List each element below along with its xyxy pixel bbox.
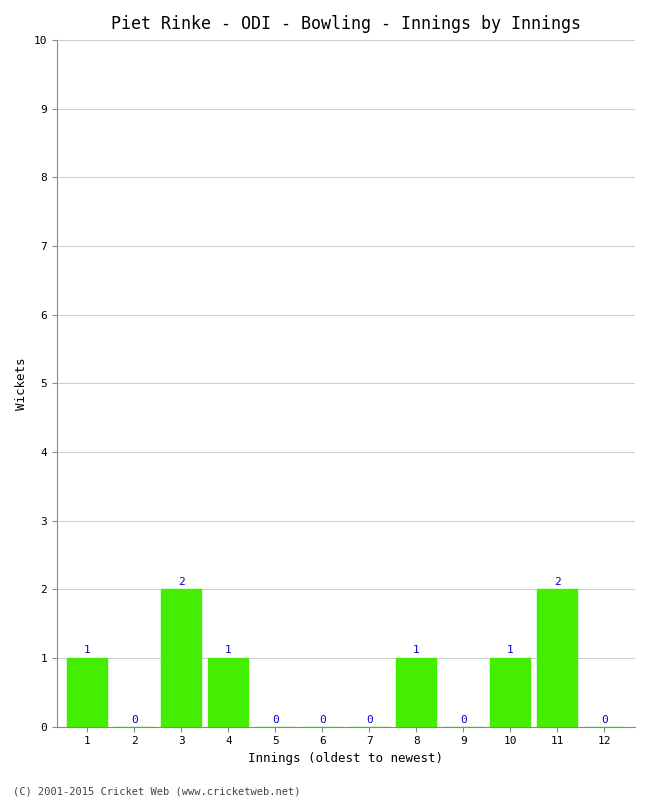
Text: 2: 2: [178, 577, 185, 586]
Text: 1: 1: [225, 646, 232, 655]
X-axis label: Innings (oldest to newest): Innings (oldest to newest): [248, 752, 443, 765]
Bar: [396, 658, 437, 726]
Y-axis label: Wickets: Wickets: [15, 357, 28, 410]
Title: Piet Rinke - ODI - Bowling - Innings by Innings: Piet Rinke - ODI - Bowling - Innings by …: [111, 15, 581, 33]
Bar: [208, 658, 249, 726]
Text: (C) 2001-2015 Cricket Web (www.cricketweb.net): (C) 2001-2015 Cricket Web (www.cricketwe…: [13, 786, 300, 796]
Text: 2: 2: [554, 577, 561, 586]
Text: 1: 1: [84, 646, 91, 655]
Bar: [537, 590, 578, 726]
Bar: [67, 658, 108, 726]
Text: 0: 0: [131, 714, 138, 725]
Text: 0: 0: [319, 714, 326, 725]
Bar: [489, 658, 531, 726]
Text: 1: 1: [413, 646, 420, 655]
Text: 0: 0: [272, 714, 279, 725]
Text: 0: 0: [366, 714, 372, 725]
Text: 1: 1: [507, 646, 514, 655]
Text: 0: 0: [601, 714, 608, 725]
Bar: [161, 590, 202, 726]
Text: 0: 0: [460, 714, 467, 725]
